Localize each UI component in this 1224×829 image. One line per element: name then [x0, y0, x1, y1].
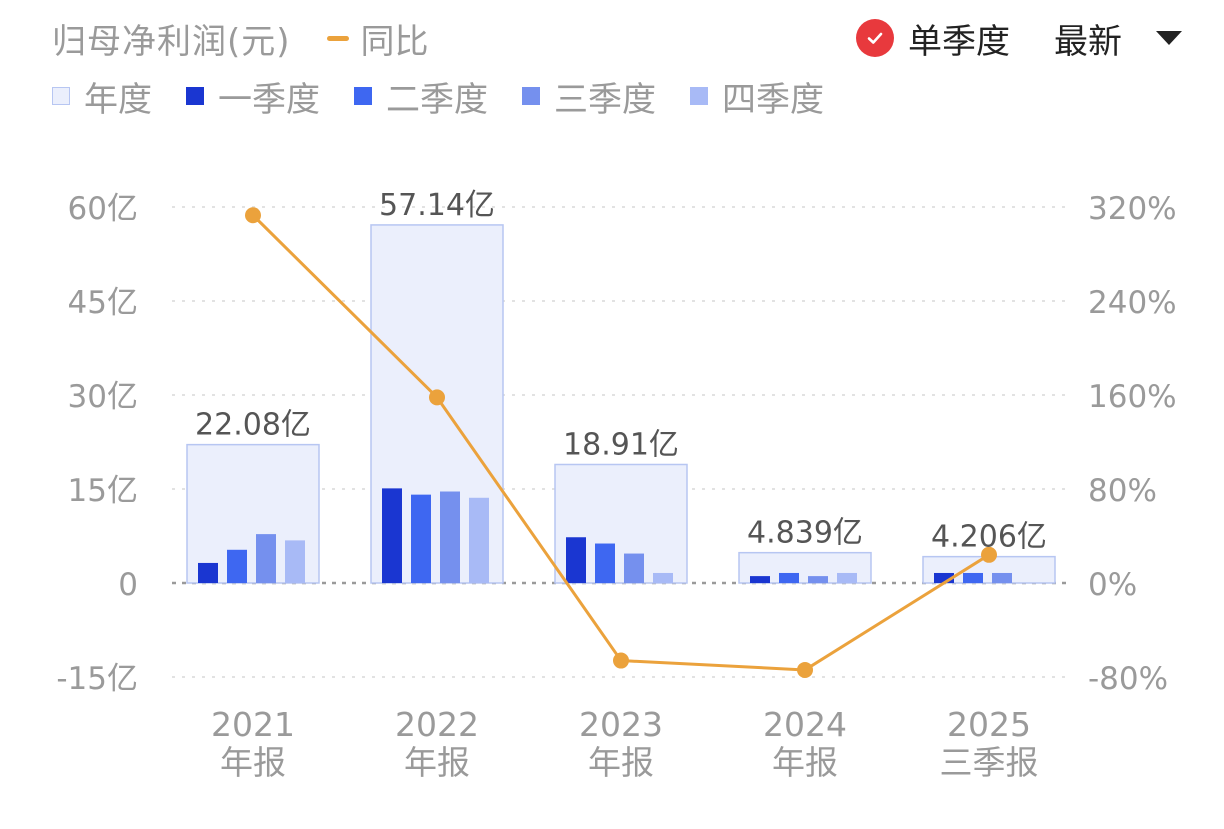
annual-value-label: 18.91亿: [563, 427, 679, 462]
metric-title: 归母净利润(元): [52, 21, 291, 62]
quarter-bar[interactable]: [256, 534, 276, 583]
quarter-bar[interactable]: [227, 549, 247, 583]
legend-label-q1: 一季度: [218, 79, 320, 120]
axis-layer: 60亿 45亿 30亿 15亿 0 -15亿 320% 240% 160% 80% 0% -80% 20…: [56, 191, 1176, 782]
quarter-bar[interactable]: [411, 494, 431, 583]
annual-value-labels: 22.08亿 57.14亿 18.91亿 4.839亿 4.206亿: [195, 188, 1047, 555]
yoy-line-swatch: [326, 35, 349, 41]
left-axis-tick-label: 15亿: [68, 473, 138, 509]
single-quarter-toggle[interactable]: 单季度: [856, 14, 1010, 63]
yoy-legend-label: 同比: [360, 21, 429, 62]
legend-item-annual[interactable]: 年度: [52, 72, 152, 121]
caret-down-icon: [1156, 31, 1182, 45]
legend-label-q4: 四季度: [722, 79, 824, 120]
right-axis-tick-label: 0%: [1088, 567, 1137, 603]
annual-value-label: 4.839亿: [747, 516, 863, 551]
series-legend: 年度 一季度 二季度 三季度 四季度: [52, 70, 858, 122]
quarter-bar[interactable]: [992, 572, 1012, 583]
x-tick-label-year: 2022: [395, 705, 479, 744]
x-tick-label-year: 2024: [763, 705, 847, 744]
legend-swatch-q4: [690, 87, 708, 105]
yoy-line-layer: [245, 207, 997, 678]
legend-item-q4[interactable]: 四季度: [690, 72, 824, 121]
x-tick-label-period: 年报: [404, 743, 470, 782]
x-tick-label-year: 2021: [211, 705, 295, 744]
legend-label-q2: 二季度: [386, 79, 488, 120]
yoy-point[interactable]: [613, 652, 629, 669]
legend-label-annual: 年度: [84, 79, 152, 120]
quarter-bar[interactable]: [382, 488, 402, 583]
x-tick-label-period: 年报: [588, 743, 654, 782]
x-tick-label-year: 2025: [947, 705, 1031, 744]
right-axis-tick-label: -80%: [1088, 661, 1168, 697]
quarter-bar[interactable]: [837, 572, 857, 583]
left-axis-tick-label: 30亿: [68, 379, 138, 415]
left-axis-tick-label: -15亿: [56, 661, 138, 697]
quarter-bar[interactable]: [285, 540, 305, 583]
legend-swatch-q2: [354, 87, 372, 105]
x-tick-label-period: 年报: [772, 743, 838, 782]
quarter-bar[interactable]: [440, 491, 460, 583]
period-select[interactable]: 最新: [1054, 14, 1182, 63]
quarter-bar[interactable]: [469, 497, 489, 583]
yoy-point[interactable]: [981, 546, 997, 563]
x-tick-label-period: 三季报: [940, 743, 1039, 782]
check-circle-icon: [856, 19, 894, 57]
yoy-point[interactable]: [245, 207, 261, 224]
right-axis-tick-label: 160%: [1088, 379, 1177, 415]
period-select-value: 最新: [1054, 21, 1122, 62]
yoy-legend-item[interactable]: 同比: [326, 14, 429, 63]
x-tick-label-period: 年报: [220, 743, 286, 782]
quarter-bar[interactable]: [963, 572, 983, 583]
quarter-bar[interactable]: [934, 572, 954, 583]
x-tick-label-year: 2023: [579, 705, 663, 744]
left-axis-tick-label: 60亿: [68, 191, 138, 227]
quarter-bar[interactable]: [566, 537, 586, 583]
yoy-point[interactable]: [429, 389, 445, 406]
quarter-bar[interactable]: [198, 562, 218, 583]
single-quarter-label: 单季度: [908, 21, 1010, 62]
right-axis-tick-label: 240%: [1088, 285, 1177, 321]
legend-label-q3: 三季度: [554, 79, 656, 120]
yoy-point[interactable]: [797, 661, 813, 678]
grid-layer: [172, 206, 1072, 678]
left-axis-tick-label: 45亿: [68, 285, 138, 321]
quarter-bar[interactable]: [595, 543, 615, 583]
right-axis-tick-label: 320%: [1088, 191, 1177, 227]
annual-value-label: 57.14亿: [379, 188, 495, 223]
legend-swatch-annual: [52, 87, 70, 105]
legend-item-q3[interactable]: 三季度: [522, 72, 656, 121]
quarter-bar[interactable]: [779, 572, 799, 583]
legend-item-q1[interactable]: 一季度: [186, 72, 320, 121]
left-axis-tick-label: 0: [118, 567, 138, 603]
right-axis-tick-label: 80%: [1088, 473, 1157, 509]
quarter-bar[interactable]: [653, 572, 673, 583]
quarter-bar[interactable]: [808, 576, 828, 583]
annual-value-label: 4.206亿: [931, 520, 1047, 555]
quarter-bar[interactable]: [750, 576, 770, 583]
chart-header: 归母净利润(元) 同比 单季度 最新: [52, 10, 1182, 66]
legend-item-q2[interactable]: 二季度: [354, 72, 488, 121]
quarter-bar[interactable]: [624, 553, 644, 583]
legend-swatch-q1: [186, 87, 204, 105]
annual-value-label: 22.08亿: [195, 408, 311, 443]
quarter-bars: [198, 488, 1012, 583]
legend-swatch-q3: [522, 87, 540, 105]
